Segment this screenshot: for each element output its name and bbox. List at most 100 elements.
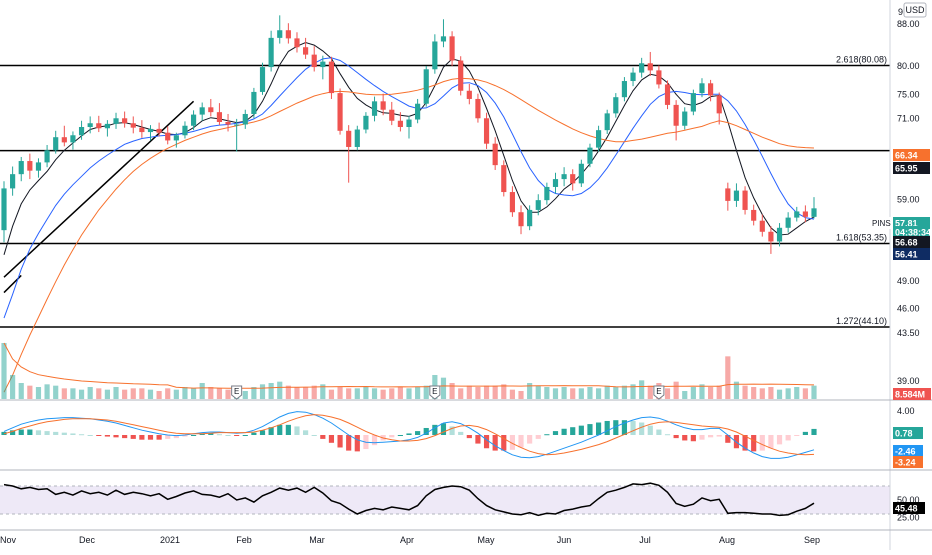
volume-bar <box>621 385 628 399</box>
tag-volume-bg <box>893 388 931 400</box>
volume-bar <box>53 385 59 399</box>
candle <box>285 23 291 44</box>
candle-body <box>320 61 326 68</box>
volume-bar <box>208 387 214 399</box>
volume-bar <box>156 391 162 399</box>
candle <box>656 65 662 89</box>
candle <box>432 34 438 74</box>
earnings-marker-badge <box>653 385 665 400</box>
candle-body <box>561 174 567 180</box>
candle-body <box>682 111 688 126</box>
candle <box>242 109 248 129</box>
volume-bar <box>673 381 679 399</box>
candle-body <box>259 67 266 92</box>
candle-body <box>354 129 360 147</box>
tag-macd-hist: 0.78 <box>893 427 923 439</box>
volume-bar <box>639 380 645 399</box>
candle <box>501 160 507 197</box>
rsi-pane <box>0 482 890 517</box>
candle <box>595 125 602 152</box>
volume-bar <box>458 388 464 399</box>
candle-body <box>268 37 274 68</box>
macd-pane <box>1 411 817 459</box>
candle <box>311 46 317 72</box>
candle-body <box>216 112 223 122</box>
candle <box>216 103 223 126</box>
macd-histogram-bar <box>527 435 533 444</box>
price-axis-tick: 49.00 <box>897 276 920 286</box>
macd-histogram-bar <box>225 435 231 436</box>
macd-histogram-bar <box>156 435 162 440</box>
candle <box>673 100 679 141</box>
macd-histogram-bar <box>35 430 42 435</box>
candle-body <box>156 128 162 133</box>
volume-bar <box>363 387 369 399</box>
volume-bar <box>544 387 550 399</box>
candle-body <box>27 161 33 171</box>
volume-bar <box>647 385 653 399</box>
candle <box>776 223 783 247</box>
time-axis-label: Nov <box>0 535 16 545</box>
candle-body <box>225 121 231 125</box>
volume-bar <box>613 387 619 399</box>
candle <box>354 125 360 151</box>
candle-body <box>604 113 610 131</box>
candle <box>630 67 636 87</box>
candle-body <box>639 63 645 73</box>
trendline-main <box>3 100 195 278</box>
candle-body <box>44 150 50 163</box>
volume-bar <box>664 388 671 399</box>
candle-body <box>173 135 179 141</box>
macd-histogram-bar <box>708 435 714 438</box>
candle <box>87 116 93 134</box>
time-axis-label: Mar <box>309 535 325 545</box>
candle-body <box>595 130 602 148</box>
candle-body <box>165 132 171 141</box>
volume-bar <box>733 381 740 399</box>
candle-body <box>199 107 205 115</box>
candle-body <box>234 124 240 126</box>
candle-body <box>53 137 59 151</box>
ma-line-slow-ma <box>3 77 815 393</box>
volume-bar <box>130 388 136 399</box>
macd-line <box>3 411 815 459</box>
candle <box>664 80 671 110</box>
candle <box>225 113 231 132</box>
candle <box>716 92 722 125</box>
macd-histogram-bar <box>285 424 291 435</box>
candle <box>604 109 610 134</box>
macd-histogram-bar <box>449 426 455 435</box>
candle <box>320 55 326 80</box>
tag-fast-ma-text: 56.68 <box>895 238 918 248</box>
candle <box>53 130 59 154</box>
candle-body <box>113 118 119 124</box>
candle-body <box>518 212 524 227</box>
macd-histogram-bar <box>759 435 765 451</box>
candle <box>440 19 447 48</box>
macd-histogram-bar <box>509 435 515 450</box>
volume-bar <box>527 383 533 399</box>
macd-axis-tick: 4.00 <box>897 406 915 416</box>
candle <box>458 56 464 96</box>
volume-bar <box>165 388 171 399</box>
macd-histogram-bar <box>561 428 567 435</box>
macd-histogram-bar <box>251 432 257 435</box>
candle-body <box>285 30 291 39</box>
macd-histogram-bar <box>776 435 783 445</box>
macd-histogram-bar <box>423 427 429 435</box>
volume-bar <box>751 387 757 399</box>
macd-histogram-bar <box>802 431 808 435</box>
candle-body <box>397 120 403 128</box>
candle <box>449 31 455 66</box>
candle <box>415 98 421 124</box>
macd-histogram-bar <box>518 435 524 448</box>
macd-histogram-bar <box>303 430 309 435</box>
volume-bar <box>311 385 317 399</box>
candle-body <box>742 190 748 210</box>
candle <box>794 206 800 222</box>
price-axis-tick: 46.00 <box>897 303 920 313</box>
candle <box>552 172 559 194</box>
